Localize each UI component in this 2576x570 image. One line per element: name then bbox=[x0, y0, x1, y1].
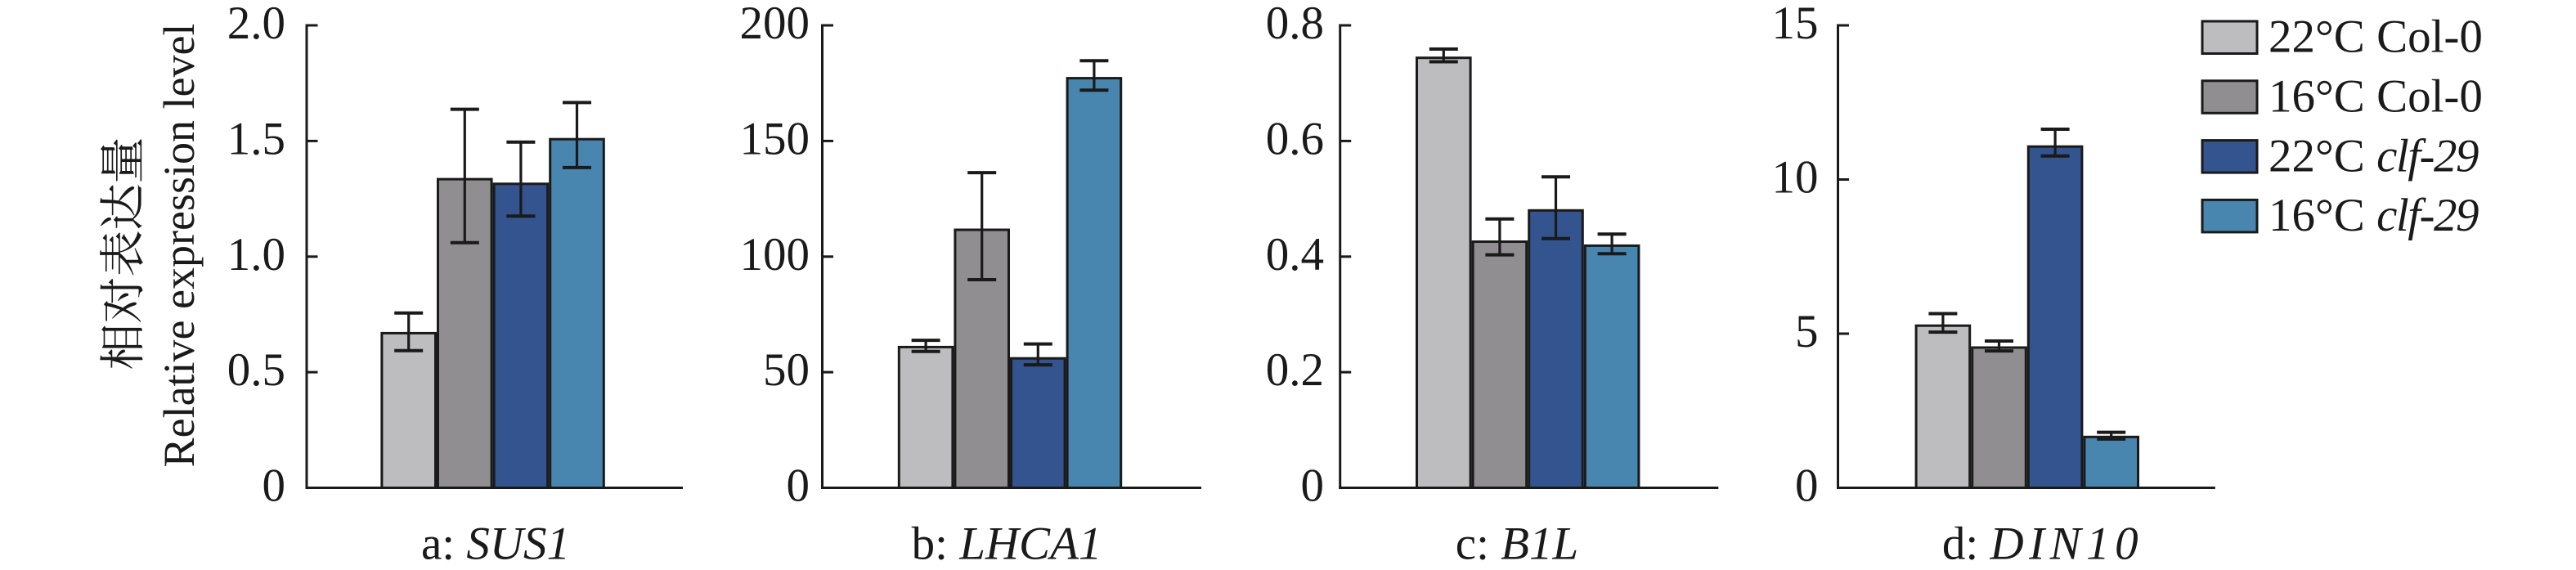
svg-text:0.2: 0.2 bbox=[1266, 344, 1324, 396]
svg-text:0: 0 bbox=[1301, 460, 1325, 512]
svg-text:1.5: 1.5 bbox=[227, 113, 285, 164]
svg-text:0.5: 0.5 bbox=[227, 344, 285, 396]
svg-text:200: 200 bbox=[740, 0, 810, 49]
svg-text:16°C Col-0: 16°C Col-0 bbox=[2269, 71, 2483, 123]
svg-text:1.0: 1.0 bbox=[227, 229, 285, 281]
svg-text:2.0: 2.0 bbox=[227, 0, 285, 49]
svg-text:5: 5 bbox=[1795, 306, 1819, 357]
svg-text:d: DIN10: d: DIN10 bbox=[1942, 518, 2143, 570]
svg-text:22°C Col-0: 22°C Col-0 bbox=[2269, 11, 2483, 63]
svg-text:0: 0 bbox=[787, 460, 810, 512]
svg-text:15: 15 bbox=[1772, 0, 1819, 49]
svg-text:c: B1L: c: B1L bbox=[1456, 518, 1578, 570]
svg-text:22°C clf-29: 22°C clf-29 bbox=[2269, 130, 2479, 182]
svg-text:100: 100 bbox=[740, 229, 810, 281]
svg-text:0: 0 bbox=[1795, 460, 1819, 512]
svg-text:0.6: 0.6 bbox=[1266, 113, 1324, 164]
svg-text:0.4: 0.4 bbox=[1266, 229, 1324, 281]
svg-text:10: 10 bbox=[1772, 152, 1819, 204]
svg-text:0.8: 0.8 bbox=[1266, 0, 1324, 49]
svg-text:50: 50 bbox=[763, 344, 810, 396]
svg-text:Relative expression level: Relative expression level bbox=[155, 24, 204, 468]
svg-text:a: SUS1: a: SUS1 bbox=[421, 518, 570, 570]
svg-text:150: 150 bbox=[740, 113, 810, 164]
svg-text:0: 0 bbox=[263, 460, 286, 512]
svg-text:b: LHCA1: b: LHCA1 bbox=[912, 518, 1102, 570]
svg-text:16°C clf-29: 16°C clf-29 bbox=[2269, 190, 2479, 241]
